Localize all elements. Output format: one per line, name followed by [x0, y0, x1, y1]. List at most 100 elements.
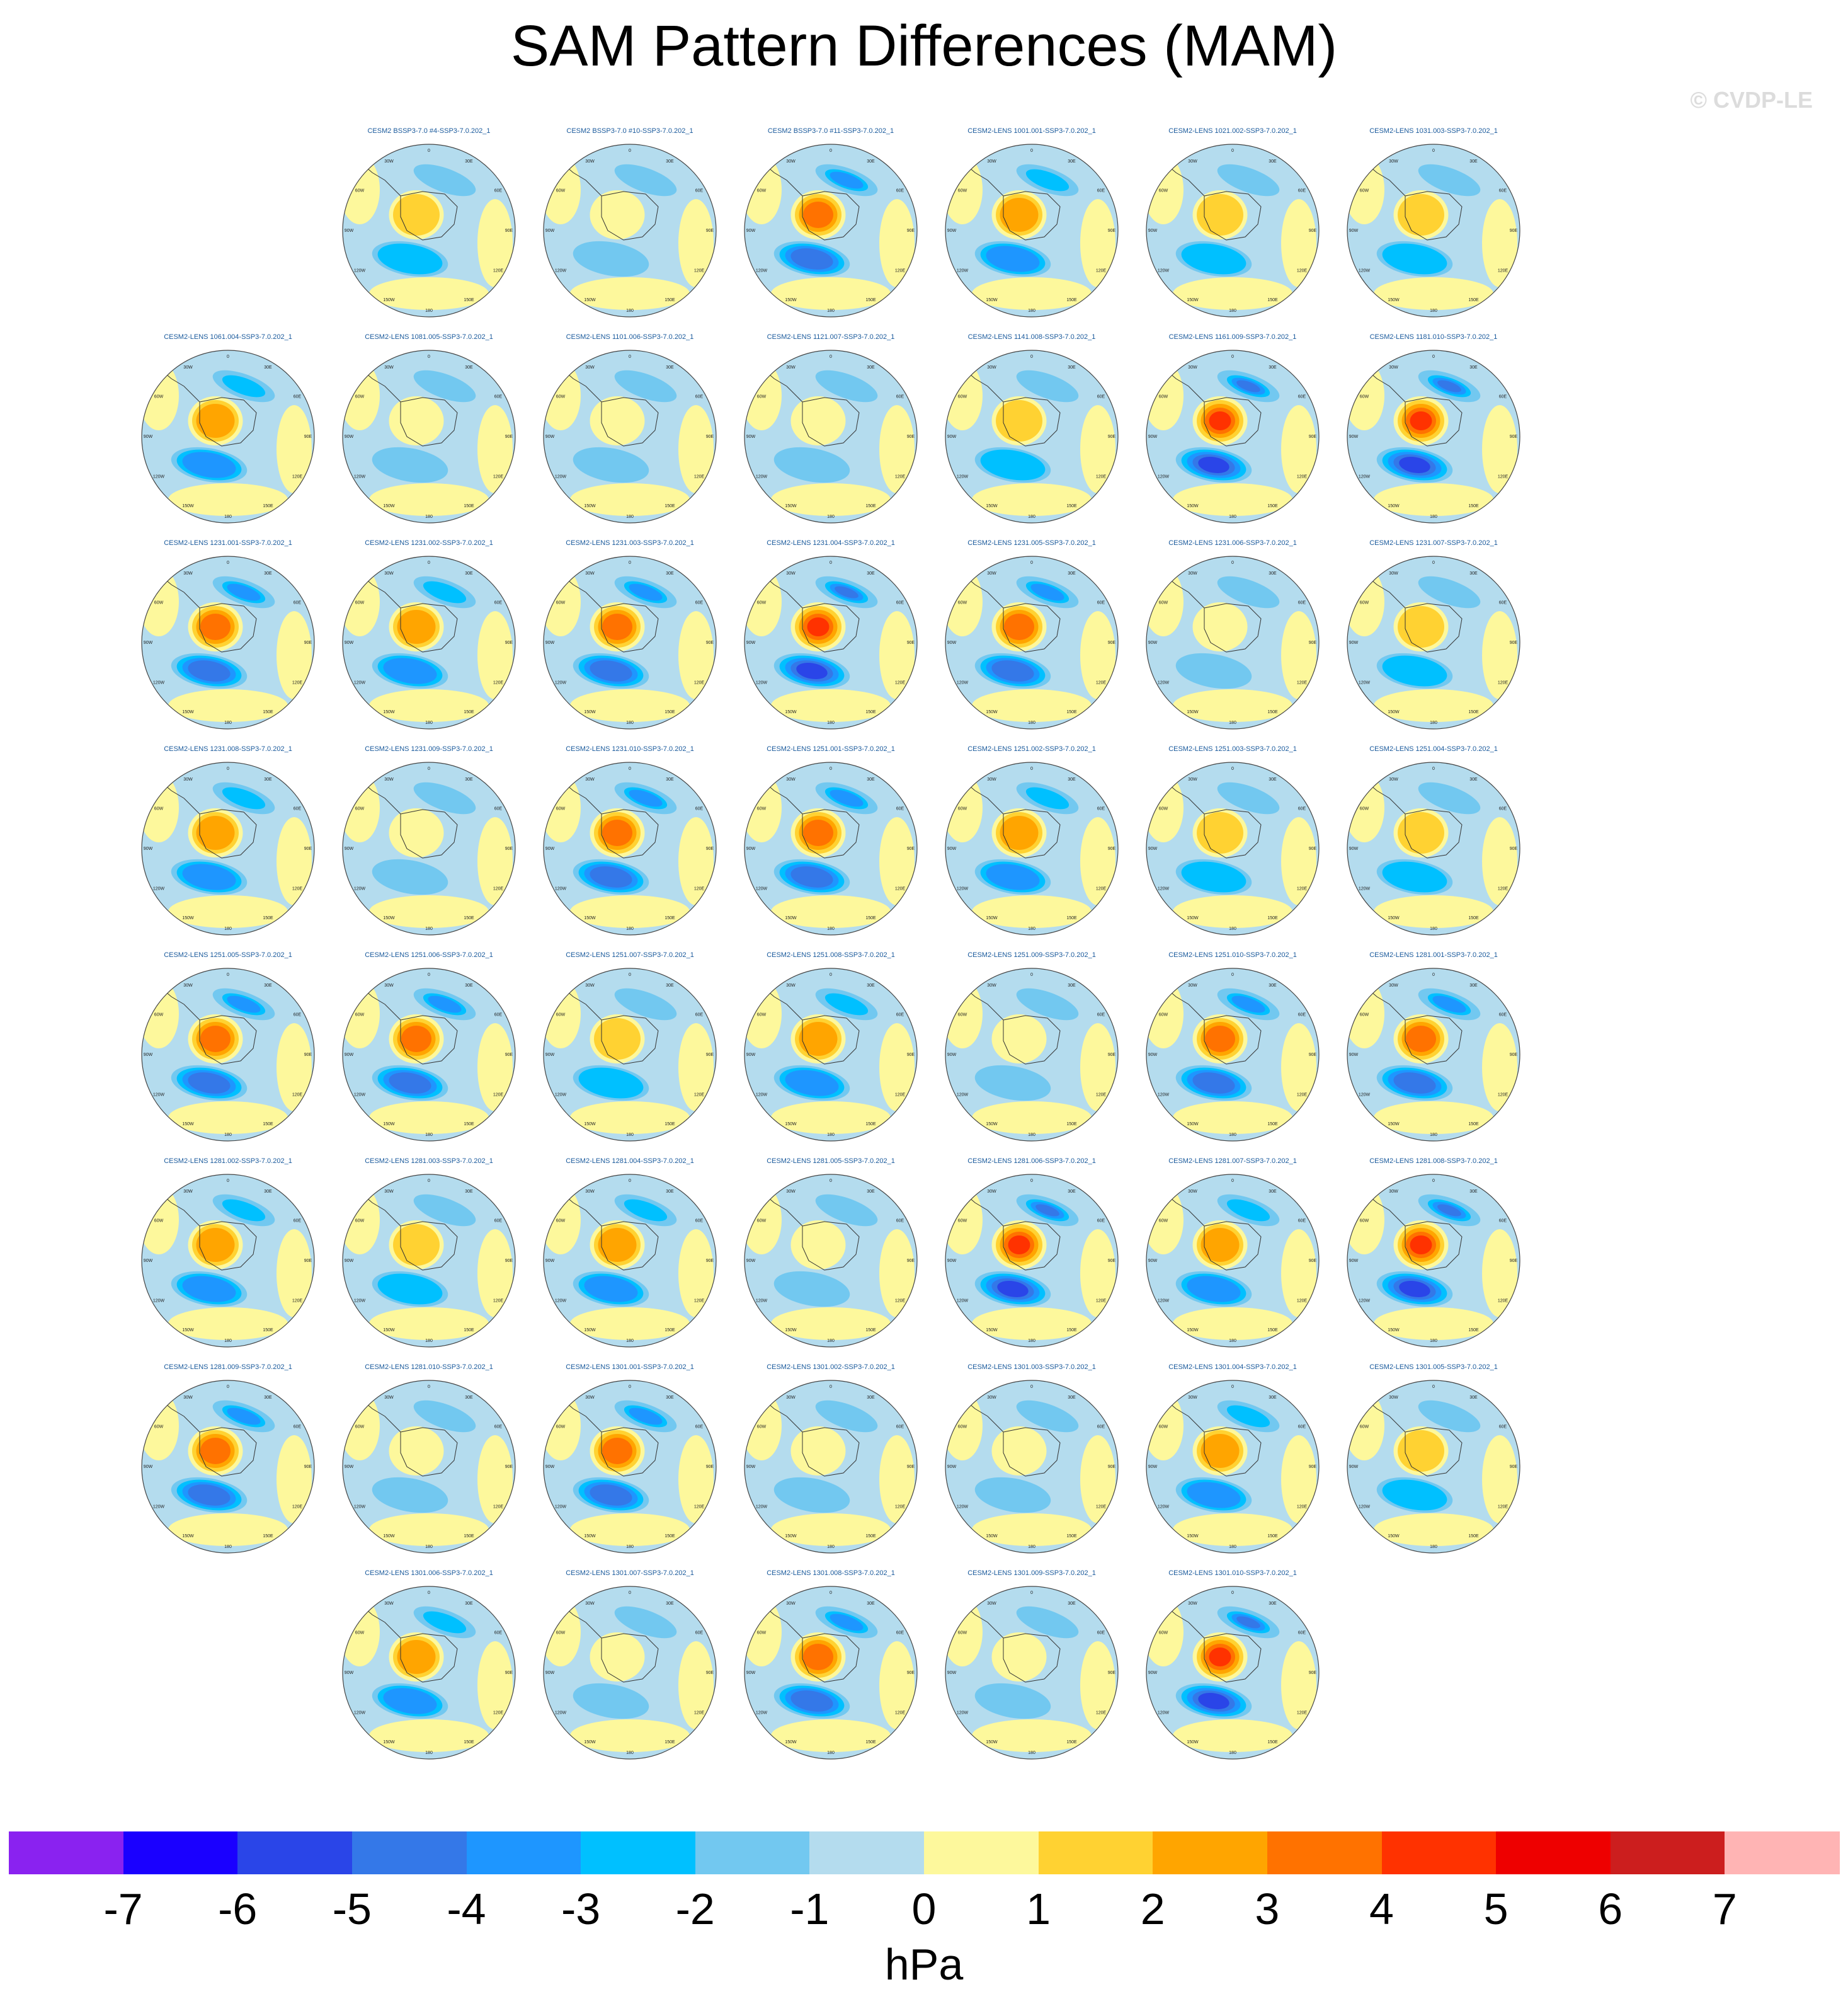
negative-anomaly-contour [614, 164, 677, 197]
longitude-label: 120E [1297, 1505, 1308, 1510]
longitude-label: 60E [1499, 601, 1507, 605]
positive-anomaly-band [771, 689, 891, 722]
longitude-label: 30E [264, 1189, 272, 1194]
positive-anomaly-contour [1205, 1026, 1235, 1052]
longitude-label: 120W [354, 887, 366, 891]
colorbar-segment [924, 1831, 1039, 1874]
positive-anomaly-band [477, 1435, 513, 1523]
polar-map: 0 30E 60E 90E 120E 150E 180 150W 120W 90W 60W 30W [543, 1586, 717, 1760]
positive-anomaly-band [1374, 277, 1493, 310]
panel-title: CESM2-LENS 1251.004-SSP3-7.0.202_1 [1369, 745, 1498, 753]
positive-anomaly-contour [200, 1438, 231, 1464]
positive-anomaly-contour [790, 1426, 846, 1475]
longitude-label: 30W [384, 571, 394, 576]
panel-title: CESM2-LENS 1231.004-SSP3-7.0.202_1 [767, 539, 895, 547]
longitude-label: 150W [182, 1534, 194, 1538]
longitude-label: 150W [182, 1122, 194, 1126]
longitude-label: 150W [383, 1740, 395, 1745]
antarctica-coastline [1405, 603, 1463, 653]
longitude-label: 30W [987, 1189, 996, 1194]
longitude-label: 60W [958, 1219, 967, 1223]
longitude-label: 120E [292, 475, 303, 479]
longitude-label: 90E [907, 435, 915, 439]
longitude-label: 30W [1389, 159, 1398, 164]
longitude-label: 60W [355, 807, 365, 811]
positive-anomaly-band [879, 611, 915, 699]
panel-title: CESM2-LENS 1301.009-SSP3-7.0.202_1 [967, 1569, 1096, 1577]
positive-anomaly-band [369, 1719, 489, 1752]
longitude-label: 90E [1108, 1465, 1116, 1469]
negative-anomaly-contour [1192, 1072, 1235, 1094]
longitude-label: 120E [493, 681, 504, 685]
positive-anomaly-contour [196, 404, 235, 438]
polar-map: 0 30E 60E 90E 120E 150E 180 150W 120W 90W 60W 30W [744, 556, 918, 730]
antarctica-coastline [400, 191, 458, 241]
positive-anomaly-band [1482, 817, 1517, 905]
map-panel: CESM2-LENS 1231.004-SSP3-7.0.202_1 0 30E 60… [736, 539, 925, 741]
colorbar-segment [1038, 1831, 1153, 1874]
negative-anomaly-contour [614, 1606, 677, 1639]
negative-anomaly-contour [182, 864, 236, 890]
longitude-label: 60W [154, 1219, 164, 1223]
map-boundary [744, 1586, 918, 1760]
longitude-label: 90W [144, 1465, 153, 1469]
longitude-label: 30W [384, 983, 394, 988]
longitude-label: 180 [1028, 1133, 1035, 1137]
negative-anomaly-contour [1437, 380, 1461, 392]
longitude-label: 120E [1297, 887, 1308, 891]
colorbar-tick-label: -1 [790, 1884, 830, 1934]
positive-anomaly-band [477, 199, 513, 287]
positive-anomaly-contour [807, 617, 830, 636]
longitude-label: 150E [464, 916, 474, 920]
polar-map: 0 30E 60E 90E 120E 150E 180 150W 120W 90W 60W 30W [141, 968, 315, 1142]
longitude-label: 30W [1389, 571, 1398, 576]
longitude-label: 60E [1298, 1013, 1306, 1017]
antarctica-coastline [802, 191, 860, 241]
longitude-label: 150W [785, 1534, 797, 1538]
antarctica-coastline [400, 809, 458, 859]
map-boundary [342, 762, 516, 936]
polar-map: 0 30E 60E 90E 120E 150E 180 150W 120W 90W 60W 30W [1146, 144, 1320, 318]
polar-map: 0 30E 60E 90E 120E 150E 180 150W 120W 90W 60W 30W [342, 350, 516, 524]
longitude-label: 30W [786, 1189, 796, 1194]
positive-anomaly-band [1374, 895, 1493, 928]
negative-anomaly-contour [413, 782, 476, 815]
antarctica-coastline [199, 809, 257, 859]
longitude-label: 30E [666, 159, 674, 164]
longitude-label: 0 [1432, 1385, 1435, 1389]
positive-anomaly-contour [590, 396, 645, 445]
longitude-label: 150W [1388, 710, 1400, 714]
polar-map: 0 30E 60E 90E 120E 150E 180 150W 120W 90W 60W 30W [1347, 968, 1520, 1142]
longitude-label: 30E [1269, 571, 1277, 576]
positive-anomaly-band [570, 1101, 690, 1134]
map-panel: CESM2-LENS 1141.008-SSP3-7.0.202_1 0 30E 60… [937, 333, 1126, 535]
watermark: © CVDP-LE [1690, 87, 1813, 113]
longitude-label: 120E [694, 269, 705, 273]
longitude-label: 120W [354, 1299, 366, 1304]
longitude-label: 30E [264, 777, 272, 782]
longitude-label: 150W [182, 1328, 194, 1332]
colorbar-tick-label: 0 [911, 1884, 937, 1934]
longitude-label: 0 [1030, 149, 1033, 153]
colorbar-segment [1153, 1831, 1268, 1874]
longitude-label: 120W [354, 1505, 366, 1510]
longitude-label: 30E [465, 571, 473, 576]
positive-anomaly-contour [594, 1018, 641, 1060]
longitude-label: 30E [1068, 365, 1076, 370]
negative-anomaly-contour [1222, 784, 1275, 812]
longitude-label: 120W [756, 681, 768, 685]
map-panel: CESM2-LENS 1281.002-SSP3-7.0.202_1 0 30E 60… [134, 1157, 322, 1359]
polar-map: 0 30E 60E 90E 120E 150E 180 150W 120W 90W 60W 30W [543, 1174, 717, 1348]
longitude-label: 90E [1108, 641, 1116, 645]
panel-title: CESM2-LENS 1101.006-SSP3-7.0.202_1 [566, 333, 694, 341]
negative-anomaly-contour [1423, 784, 1476, 812]
map-boundary [1146, 1586, 1320, 1760]
longitude-label: 60W [958, 1013, 967, 1017]
longitude-label: 60W [757, 1425, 767, 1430]
longitude-label: 60E [494, 1219, 503, 1223]
negative-anomaly-contour [222, 375, 266, 398]
longitude-label: 30W [786, 777, 796, 782]
positive-anomaly-contour [389, 808, 444, 857]
longitude-label: 150W [1388, 916, 1400, 920]
longitude-label: 30E [666, 571, 674, 576]
